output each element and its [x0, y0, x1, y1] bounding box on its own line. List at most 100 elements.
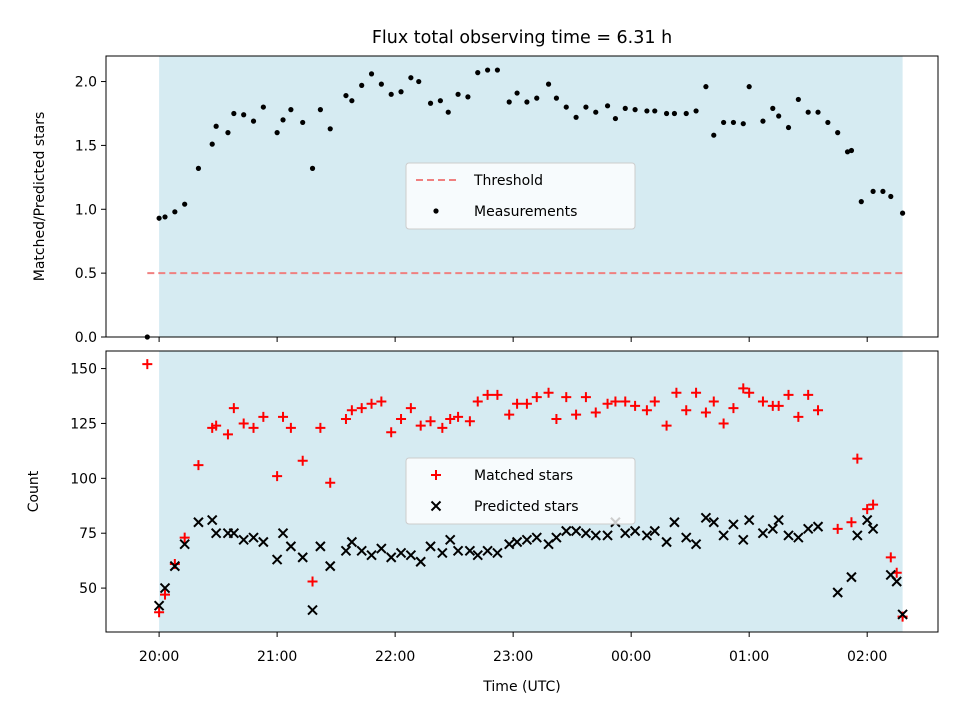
- measurement-point: [815, 109, 821, 115]
- predicted-star-point: [708, 517, 719, 528]
- y-tick-label: 75: [79, 526, 97, 542]
- predicted-star-point: [531, 532, 542, 543]
- predicted-star-point: [700, 512, 712, 524]
- predicted-star-point: [812, 521, 824, 532]
- measurement-point: [343, 92, 349, 99]
- matched-star-point: [278, 411, 289, 422]
- measurement-point: [524, 99, 530, 105]
- matched-star-point: [602, 398, 613, 409]
- legend-measurement-swatch: [433, 208, 439, 214]
- predicted-star-point: [464, 545, 476, 556]
- measurement-point: [241, 112, 247, 118]
- legend-box: [405, 457, 636, 525]
- measurement-point: [534, 95, 540, 101]
- matched-star-point: [179, 532, 190, 543]
- predicted-star-point: [681, 532, 692, 543]
- matched-star-point: [757, 396, 768, 407]
- predicted-star-point: [580, 528, 592, 539]
- predicted-star-point: [590, 530, 601, 541]
- measurement-point: [825, 119, 831, 126]
- matched-star-point: [258, 411, 269, 422]
- predicted-star-point: [743, 514, 755, 526]
- predicted-star-point: [629, 525, 641, 537]
- matched-star-point: [580, 392, 591, 403]
- measurement-point: [785, 124, 792, 131]
- measurement-point: [583, 104, 589, 110]
- x-tick-label: 00:00: [611, 649, 651, 665]
- predicted-star-point: [395, 547, 407, 559]
- predicted-star-point: [620, 528, 631, 539]
- predicted-star-point: [472, 549, 483, 561]
- measurement-point: [795, 96, 801, 103]
- measurement-point: [632, 107, 638, 113]
- y-tick-label: 1.5: [75, 138, 97, 154]
- predicted-star-point: [356, 545, 367, 556]
- measurement-point: [475, 70, 481, 76]
- predicted-star-point: [285, 541, 297, 552]
- predicted-star-point: [248, 532, 259, 543]
- predicted-star-point: [277, 528, 289, 539]
- matched-star-point: [773, 400, 784, 411]
- matched-star-point: [641, 405, 652, 416]
- predicted-star-point: [511, 536, 523, 548]
- predicted-star-point: [757, 528, 769, 539]
- measurement-point: [858, 199, 864, 205]
- matched-star-point: [543, 387, 554, 398]
- matched-star-point: [700, 407, 711, 418]
- measurement-point: [378, 81, 384, 87]
- measurement-point: [721, 119, 727, 126]
- predicted-star-point: [207, 514, 218, 526]
- measurement-point: [622, 105, 628, 111]
- predicted-star-point: [867, 523, 879, 535]
- measurement-point: [182, 201, 188, 207]
- predicted-star-point: [258, 536, 269, 548]
- measurement-point: [388, 91, 394, 97]
- measurement-point: [368, 71, 375, 77]
- matched-star-point: [325, 477, 336, 488]
- matched-star-point: [453, 411, 464, 422]
- predicted-star-point: [551, 532, 562, 543]
- measurement-point: [494, 67, 501, 73]
- matched-star-point: [521, 398, 532, 409]
- measurement-point: [652, 108, 658, 114]
- matched-star-point: [445, 414, 456, 425]
- ratio-panel: 0.0 0.5 1.0 1.5 2.0 Matched/Predicted stars Th…: [32, 55, 939, 346]
- predicted-star-point: [728, 519, 739, 530]
- measurement-point: [593, 109, 599, 115]
- measurement-point: [195, 165, 202, 171]
- matched-star-point: [803, 389, 814, 400]
- measurement-point: [644, 108, 650, 114]
- y-tick-label: 0.0: [75, 330, 97, 346]
- matched-star-point: [346, 405, 357, 416]
- predicted-star-point: [891, 576, 902, 587]
- measurement-point: [683, 110, 689, 117]
- predicted-star-point: [315, 541, 326, 552]
- matched-star-point: [472, 396, 483, 407]
- x-tick-label: 23:00: [493, 649, 533, 665]
- measurement-point: [899, 210, 906, 216]
- y-tick-label: 150: [70, 362, 97, 378]
- measurement-point: [604, 103, 611, 109]
- matched-star-point: [738, 383, 749, 394]
- matched-star-point: [386, 427, 397, 438]
- measurement-point: [730, 119, 737, 126]
- matched-star-point: [832, 523, 843, 534]
- y-axis-label: Count: [26, 470, 42, 512]
- measurement-point: [573, 114, 579, 120]
- x-tick-label: 01:00: [729, 649, 769, 665]
- measurement-point: [327, 126, 333, 132]
- predicted-star-point: [661, 536, 672, 548]
- matched-star-point: [356, 403, 367, 414]
- matched-star-point: [307, 576, 318, 587]
- measurement-point: [359, 82, 365, 88]
- predicted-star-point: [861, 514, 873, 526]
- x-tick-label: 21:00: [257, 649, 297, 665]
- matched-star-point: [620, 396, 631, 407]
- predicted-star-point: [738, 534, 749, 546]
- measurement-point: [746, 84, 752, 90]
- measurement-point: [213, 123, 219, 129]
- predicted-star-point: [482, 545, 493, 556]
- matched-star-point: [708, 396, 719, 407]
- measurement-point: [760, 118, 766, 124]
